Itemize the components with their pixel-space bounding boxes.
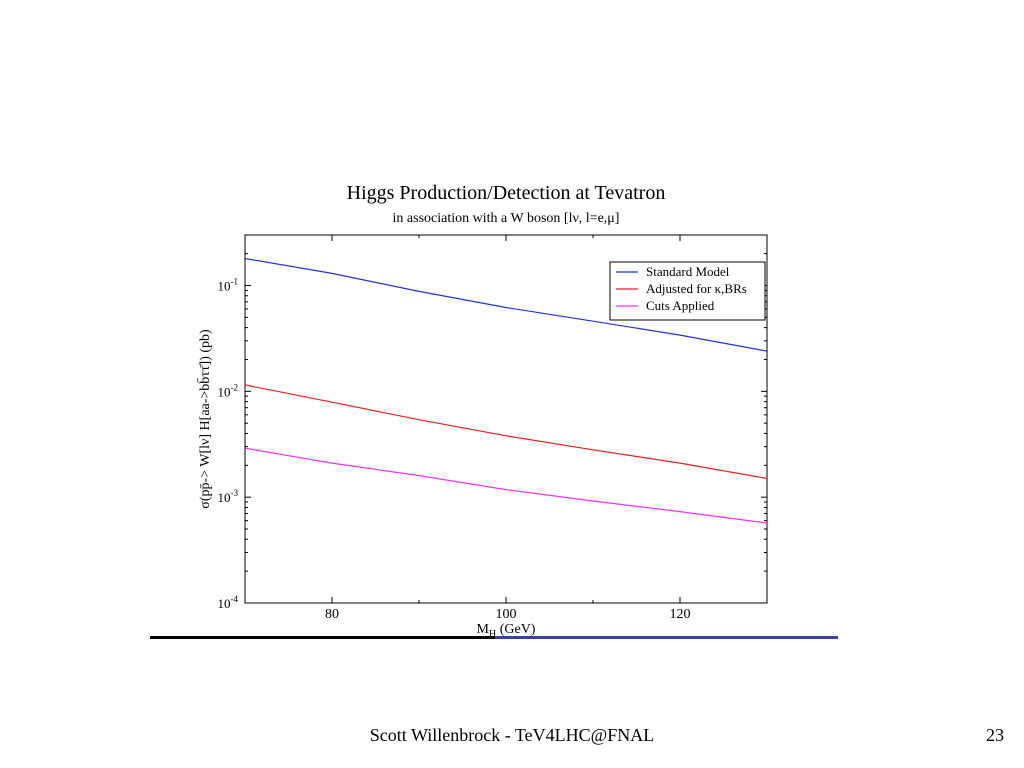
x-tick-label: 120 [670, 607, 691, 622]
footer-text: Scott Willenbrock - TeV4LHC@FNAL [369, 725, 655, 745]
series-line-3 [244, 447, 768, 524]
x-tick-label: 100 [496, 607, 517, 622]
series-line-2 [244, 384, 768, 480]
chart-subtitle: in association with a W boson [lν, l=e,μ… [393, 211, 620, 226]
y-tick-labels: 10-110-210-310-4 [218, 276, 239, 611]
legend: Standard Model Adjusted for κ,BRs Cuts App… [609, 261, 766, 321]
y-axis-label: σ(pp̄-> W[lν] H[aa->bb̄ττ̄]) (pb) [197, 329, 213, 509]
legend-label-1: Standard Model [646, 264, 730, 279]
y-tick-label: 10-2 [218, 382, 239, 399]
y-tick-label-exponent: -4 [231, 594, 239, 604]
y-tick-label-base: 10 [218, 278, 231, 293]
chart: Higgs Production/Detection at Tevatron i… [197, 182, 768, 640]
x-tick-labels: 80 100 120 [325, 607, 691, 622]
divider-rule-left [150, 636, 495, 639]
y-tick-label-exponent: -1 [231, 276, 239, 286]
y-tick-label-base: 10 [218, 384, 231, 399]
legend-items: Standard Model Adjusted for κ,BRs Cuts App… [616, 264, 747, 313]
y-tick-label: 10-4 [218, 594, 239, 611]
legend-label-2: Adjusted for κ,BRs [646, 281, 747, 296]
x-tick-label: 80 [325, 607, 339, 622]
divider-rule-right [495, 636, 838, 639]
y-tick-label-base: 10 [218, 490, 231, 505]
x-axis-label-sub: H [489, 629, 496, 640]
legend-label-3: Cuts Applied [646, 298, 715, 313]
y-tick-label: 10-3 [218, 488, 239, 505]
x-axis-label-main: M [477, 622, 490, 637]
chart-title: Higgs Production/Detection at Tevatron [347, 182, 666, 204]
y-tick-label: 10-1 [218, 276, 239, 293]
x-axis-label: MH (GeV) [477, 622, 536, 640]
series-layer [244, 257, 768, 524]
y-tick-label-exponent: -3 [231, 488, 239, 498]
x-axis-label-unit: (GeV) [496, 622, 536, 637]
slide-number: 23 [986, 725, 1004, 745]
y-tick-label-exponent: -2 [231, 382, 239, 392]
series-line-1 [244, 257, 768, 352]
y-tick-label-base: 10 [218, 596, 231, 611]
